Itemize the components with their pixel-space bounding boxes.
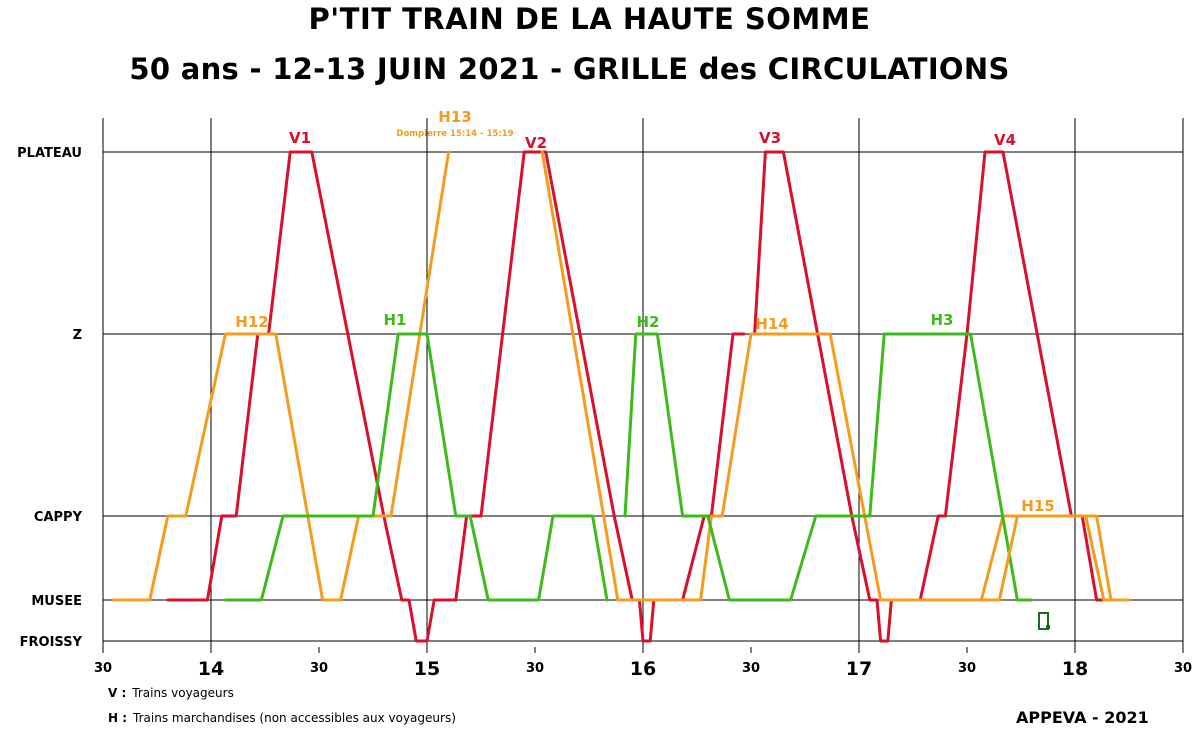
series-line-v3-1 xyxy=(753,150,922,643)
series-line-h15-0 xyxy=(967,514,1129,602)
x-tick-label-8: 30 xyxy=(958,661,976,676)
marker-dot xyxy=(1046,625,1050,629)
station-label-z: Z xyxy=(73,328,82,343)
chart-title-line1: P'TIT TRAIN DE LA HAUTE SOMME xyxy=(308,2,871,36)
grid xyxy=(102,118,1184,647)
series-label-h13: H13 xyxy=(438,108,471,126)
series-note-h13: Dompierre 15:14 - 15:19 xyxy=(396,129,513,139)
legend-voyageurs: V : Trains voyageurs xyxy=(108,686,234,700)
series-line-h13-0 xyxy=(540,150,753,602)
credit-label: APPEVA - 2021 xyxy=(1016,708,1149,727)
station-label-cappy: CAPPY xyxy=(34,510,83,525)
series-line-h2-0 xyxy=(623,332,850,602)
series-label-h14: H14 xyxy=(755,315,788,333)
series-label-h3: H3 xyxy=(931,311,954,329)
x-tick-label-1: 14 xyxy=(198,658,224,680)
series-line-v1-0 xyxy=(166,332,274,602)
legend-v-key: V : xyxy=(108,686,127,700)
x-tick-label-5: 16 xyxy=(630,658,656,680)
station-label-musee: MUSEE xyxy=(31,594,82,609)
series-line-h3-0 xyxy=(846,332,1034,602)
series-label-h2: H2 xyxy=(637,313,660,331)
x-tick-label-10: 30 xyxy=(1174,661,1192,676)
legend-h-key: H : xyxy=(108,711,128,725)
series-label-v4: V4 xyxy=(994,131,1016,149)
series-lines xyxy=(112,150,1131,643)
station-labels: PLATEAU Z CAPPY MUSEE FROISSY xyxy=(17,146,82,650)
marker-frame xyxy=(1038,612,1049,630)
x-tick-label-3: 15 xyxy=(414,658,440,680)
series-label-h15: H15 xyxy=(1021,497,1054,515)
chart-title-line2: 50 ans - 12-13 JUIN 2021 - GRILLE des CI… xyxy=(129,52,1010,86)
x-tick-label-9: 18 xyxy=(1062,658,1088,680)
series-label-v1: V1 xyxy=(289,129,311,147)
series-line-v2-0 xyxy=(454,150,685,643)
station-label-plateau: PLATEAU xyxy=(17,146,82,161)
series-line-h14-0 xyxy=(749,332,1131,602)
series-label-h1: H1 xyxy=(384,311,407,329)
legend-marchandises: H : Trains marchandises (non accessibles … xyxy=(108,711,456,725)
series-line-v4-0 xyxy=(918,150,1106,602)
x-axis-ticks: 30 14 30 15 30 16 30 17 30 18 30 xyxy=(94,647,1192,680)
series-label-h12: H12 xyxy=(235,313,268,331)
series-line-h1-0 xyxy=(223,332,609,602)
x-tick-label-0: 30 xyxy=(94,661,112,676)
x-tick-label-2: 30 xyxy=(310,661,328,676)
series-line-v3-0 xyxy=(681,332,746,602)
x-tick-label-4: 30 xyxy=(526,661,544,676)
series-labels: V1 V2 V3 V4 H12 H13 Dompierre 15:14 - 15:19 H14… xyxy=(235,108,1054,515)
station-label-froissy: FROISSY xyxy=(20,635,83,650)
end-marker-icon xyxy=(1038,612,1050,630)
series-line-v1-1 xyxy=(267,150,458,643)
series-label-v2: V2 xyxy=(525,134,547,152)
x-tick-label-6: 30 xyxy=(742,661,760,676)
legend-h-text: Trains marchandises (non accessibles aux… xyxy=(133,711,456,725)
series-label-v3: V3 xyxy=(759,129,781,147)
x-tick-label-7: 17 xyxy=(846,658,872,680)
legend-v-text: Trains voyageurs xyxy=(132,686,234,700)
